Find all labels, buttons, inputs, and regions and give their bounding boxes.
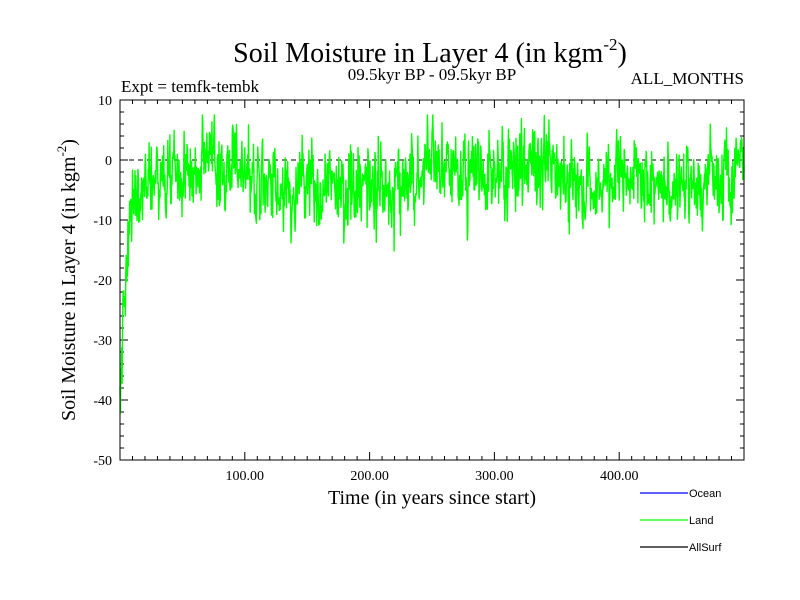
y-tick-label: -20 [93,274,112,289]
y-tick-label: -10 [93,214,112,229]
chart-title: Soil Moisture in Layer 4 (in kgm-2) [233,35,627,69]
y-tick-label: -40 [93,394,112,409]
subtitle-right: ALL_MONTHS [631,69,744,88]
y-tick-label: 0 [105,154,112,169]
y-tick-label: -50 [93,454,112,469]
legend: Ocean Land AllSurf [640,488,722,554]
legend-ocean-label: Ocean [689,488,721,500]
subtitle-left: Expt = temfk-tembk [121,77,260,96]
y-label-sup: -2 [54,146,69,157]
x-axis-label: Time (in years since start) [328,487,536,509]
y-label-close: ) [58,139,80,146]
tick-layer: 10 0 -10 -20 -30 -40 -50 100.00 200.00 300.00 400.… [93,94,744,484]
y-tick-label: -30 [93,334,112,349]
series-line-land [119,114,745,414]
legend-allsurf-label: AllSurf [689,542,722,554]
plot-frame [119,99,745,461]
chart-title-close: ) [618,38,627,69]
chart-title-main: Soil Moisture in Layer 4 (in kgm [233,38,603,69]
x-tick-label: 200.00 [350,469,389,484]
legend-land-label: Land [689,515,713,527]
series-layer [119,114,745,414]
y-tick-label: 10 [98,94,112,109]
chart-title-sup: -2 [603,35,617,54]
x-tick-label: 100.00 [226,469,265,484]
x-tick-label: 400.00 [600,469,639,484]
y-axis-label: Soil Moisture in Layer 4 (in kgm-2) [54,139,80,421]
y-label-main: Soil Moisture in Layer 4 (in kgm [58,156,80,421]
subtitle-center: 09.5kyr BP - 09.5kyr BP [348,65,516,84]
x-tick-label: 300.00 [475,469,514,484]
